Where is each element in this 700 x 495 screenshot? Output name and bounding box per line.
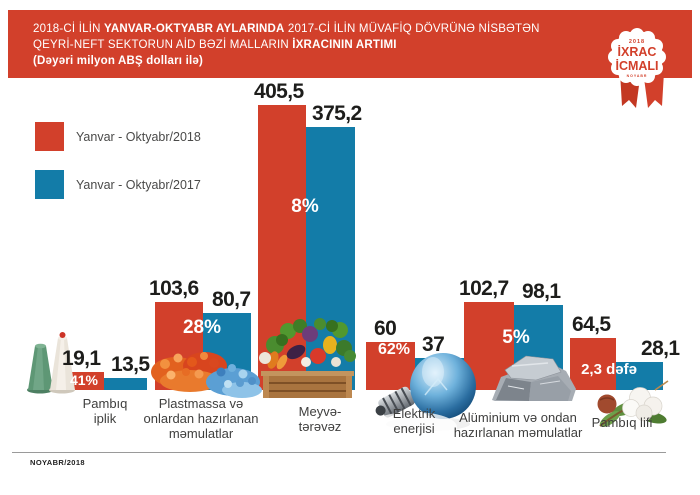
legend-label-2017: Yanvar - Oktyabr/2017 — [76, 177, 201, 192]
footer-divider — [12, 452, 666, 453]
category-label-line: hazırlanan məmulatlar — [453, 425, 583, 440]
value-label-2018: 103,6 — [149, 277, 199, 300]
value-label-2018: 405,5 — [254, 80, 304, 103]
category-label: Plastmassa və onlardan hazırlanan məmulatl… — [144, 396, 259, 441]
bar-2018 — [155, 302, 203, 390]
value-label-2017: 28,1 — [641, 337, 680, 360]
category-label-line: onlardan hazırlanan — [143, 411, 259, 426]
growth-label: 28% — [182, 317, 222, 338]
growth-label: 8% — [291, 196, 319, 217]
value-label-2018: 102,7 — [459, 277, 509, 300]
title-line-1: 2018-Cİ İLİN YANVAR-OKTYABR AYLARINDA 20… — [33, 23, 540, 35]
value-label-2017: 13,5 — [111, 353, 150, 376]
category-label-line: Plastmassa və — [158, 396, 244, 411]
badge-year: 2018 — [629, 39, 645, 45]
legend-item-2018: Yanvar - Oktyabr/2018 — [35, 122, 201, 151]
legend-label-2018: Yanvar - Oktyabr/2018 — [76, 129, 201, 144]
category-label-line: Alüminium və ondan — [459, 410, 577, 425]
legend-item-2017: Yanvar - Oktyabr/2017 — [35, 170, 201, 199]
category-label: Pambıq lifi — [592, 415, 653, 430]
bar-2017 — [415, 358, 465, 390]
category-label: Alüminium və ondan hazırlanan məmulatlar — [454, 410, 583, 440]
category-label-line: Elektrik — [392, 406, 436, 421]
header-band: 2018-Cİ İLİN YANVAR-OKTYABR AYLARINDA 20… — [8, 10, 692, 78]
category-label-line: iplik — [93, 411, 117, 426]
category-label: Elektrik enerjisi — [393, 406, 436, 436]
category-label-line: Pambıq lifi — [591, 415, 653, 430]
legend-swatch-2018 — [35, 122, 64, 151]
badge-title-2: İCMALI — [615, 58, 658, 73]
value-label-2018: 60 — [374, 317, 397, 340]
category-label-line: Meyvə- — [298, 404, 342, 419]
legend-swatch-2017 — [35, 170, 64, 199]
title-line-2: QEYRİ-NEFT SEKTORUN AİD BƏZİ MALLARIN İX… — [33, 39, 397, 51]
growth-label: 41% — [69, 372, 99, 388]
badge-subtext: NOYABR — [627, 74, 648, 78]
value-label-2018: 64,5 — [572, 313, 611, 336]
category-label-line: tərəvəz — [298, 419, 342, 434]
growth-label: 5% — [502, 327, 530, 348]
export-review-badge: 2018 İXRAC İCMALI NOYABR — [608, 28, 666, 108]
badge-rosette: 2018 İXRAC İCMALI NOYABR — [608, 28, 666, 86]
growth-label: 62% — [377, 341, 411, 358]
category-label-line: məmulatlar — [168, 426, 234, 441]
bar-2018 — [570, 338, 616, 390]
growth-label: 2,3 dəfə — [581, 361, 637, 378]
bar-2018 — [258, 105, 306, 390]
title-subtitle: (Dəyəri milyon ABŞ dolları ilə) — [33, 55, 204, 67]
value-label-2017: 375,2 — [312, 102, 362, 125]
category-label-line: Pambıq — [82, 396, 128, 411]
bar-2017 — [104, 378, 147, 390]
category-label-line: enerjisi — [393, 421, 435, 436]
value-label-2017: 98,1 — [522, 280, 561, 303]
category-label: Meyvə-tərəvəz — [299, 404, 342, 434]
bar-2017 — [306, 127, 355, 390]
category-label: Pambıq iplik — [83, 396, 128, 426]
badge-title-1: İXRAC — [618, 44, 657, 59]
bar-2018 — [366, 342, 415, 390]
value-label-2018: 19,1 — [62, 347, 101, 370]
value-label-2017: 80,7 — [212, 288, 251, 311]
footer-date: NOYABR/2018 — [30, 458, 85, 467]
value-label-2017: 37 — [422, 333, 445, 356]
